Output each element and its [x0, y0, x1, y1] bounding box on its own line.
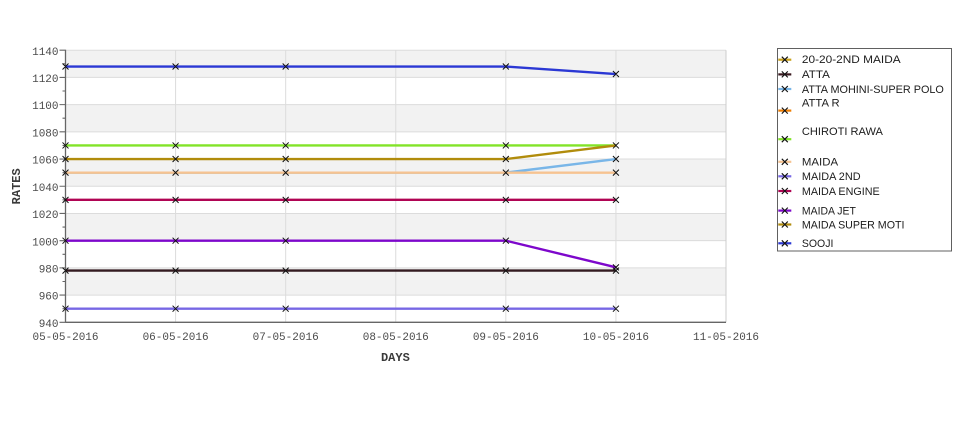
svg-text:940: 940 — [39, 319, 59, 331]
svg-text:RATES: RATES — [10, 168, 24, 204]
svg-text:980: 980 — [39, 264, 59, 276]
svg-text:1100: 1100 — [32, 101, 58, 113]
svg-text:ATTA MOHINI-SUPER POLO: ATTA MOHINI-SUPER POLO — [802, 84, 944, 96]
svg-text:1060: 1060 — [32, 156, 58, 168]
svg-text:ATTA R: ATTA R — [802, 97, 840, 109]
svg-text:10-05-2016: 10-05-2016 — [583, 332, 649, 344]
svg-text:1000: 1000 — [32, 237, 58, 249]
svg-text:ATTA: ATTA — [802, 69, 831, 81]
svg-text:1040: 1040 — [32, 183, 58, 195]
svg-text:1080: 1080 — [32, 128, 58, 140]
svg-text:05-05-2016: 05-05-2016 — [32, 332, 98, 344]
svg-text:09-05-2016: 09-05-2016 — [473, 332, 539, 344]
svg-text:11-05-2016: 11-05-2016 — [693, 332, 759, 344]
svg-text:1120: 1120 — [32, 74, 58, 86]
svg-text:960: 960 — [39, 292, 59, 304]
svg-text:MAIDA SUPER MOTI: MAIDA SUPER MOTI — [802, 219, 905, 231]
svg-text:MAIDA: MAIDA — [802, 157, 839, 169]
svg-text:1020: 1020 — [32, 210, 58, 222]
svg-text:MAIDA ENGINE: MAIDA ENGINE — [802, 186, 880, 198]
svg-text:07-05-2016: 07-05-2016 — [253, 332, 319, 344]
svg-text:DAYS: DAYS — [381, 351, 410, 365]
svg-text:SOOJI: SOOJI — [802, 238, 834, 250]
svg-text:20-20-2ND MAIDA: 20-20-2ND MAIDA — [802, 54, 902, 66]
svg-text:1140: 1140 — [32, 47, 58, 59]
svg-text:MAIDA 2ND: MAIDA 2ND — [802, 171, 861, 183]
svg-text:MAIDA JET: MAIDA JET — [802, 206, 856, 218]
svg-text:08-05-2016: 08-05-2016 — [363, 332, 429, 344]
svg-text:06-05-2016: 06-05-2016 — [143, 332, 209, 344]
svg-text:CHIROTI RAWA: CHIROTI RAWA — [802, 126, 884, 138]
